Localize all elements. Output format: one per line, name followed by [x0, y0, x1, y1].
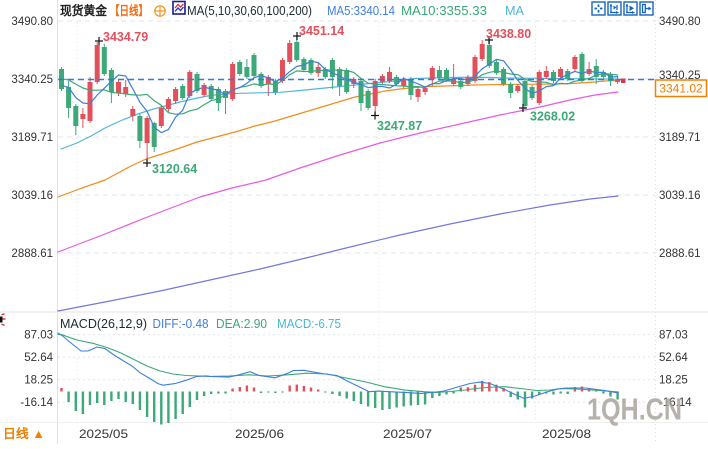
- svg-text:3039.16: 3039.16: [659, 190, 701, 202]
- svg-text:MA(5,10,30,60,100,200): MA(5,10,30,60,100,200): [187, 4, 312, 18]
- svg-text:3340.25: 3340.25: [659, 70, 701, 82]
- svg-text:3490.80: 3490.80: [659, 16, 701, 28]
- svg-text:3120.64: 3120.64: [152, 162, 197, 176]
- svg-text:3247.87: 3247.87: [377, 119, 422, 133]
- svg-text:2025/08: 2025/08: [542, 427, 591, 441]
- svg-text:3341.02: 3341.02: [659, 82, 703, 96]
- svg-text:DEA:2.90: DEA:2.90: [216, 317, 267, 331]
- svg-text:MA5:3340.14: MA5:3340.14: [327, 4, 395, 18]
- svg-text:52.64: 52.64: [659, 352, 688, 364]
- svg-text:MA: MA: [505, 4, 525, 18]
- svg-text:2025/07: 2025/07: [383, 427, 432, 441]
- svg-text:2025/05: 2025/05: [79, 427, 128, 441]
- svg-text:52.64: 52.64: [24, 352, 53, 364]
- svg-text:3438.80: 3438.80: [486, 27, 531, 41]
- svg-text:3434.79: 3434.79: [103, 30, 148, 44]
- svg-text:87.03: 87.03: [24, 330, 53, 342]
- svg-text:18.25: 18.25: [24, 375, 53, 387]
- svg-text:2888.61: 2888.61: [11, 248, 53, 260]
- svg-text:3340.25: 3340.25: [11, 74, 53, 86]
- svg-text:87.03: 87.03: [659, 330, 688, 342]
- svg-text:3451.14: 3451.14: [299, 24, 344, 38]
- svg-text:2025/06: 2025/06: [235, 427, 284, 441]
- svg-text:MACD(26,12,9): MACD(26,12,9): [60, 317, 147, 331]
- svg-text:MA10:3355.33: MA10:3355.33: [401, 4, 487, 18]
- svg-text:DIFF:-0.48: DIFF:-0.48: [153, 317, 209, 331]
- svg-text:3039.16: 3039.16: [11, 190, 53, 202]
- svg-text:3490.80: 3490.80: [11, 16, 53, 28]
- svg-text:18.25: 18.25: [659, 375, 688, 387]
- svg-text:【日线】: 【日线】: [110, 3, 148, 18]
- svg-text:-16.14: -16.14: [20, 397, 53, 409]
- svg-text:日线 ▲: 日线 ▲: [3, 426, 45, 441]
- svg-text:MACD:-6.75: MACD:-6.75: [277, 317, 341, 331]
- svg-text:-16.14: -16.14: [659, 397, 692, 409]
- svg-text:现货黄金: 现货黄金: [60, 3, 107, 18]
- svg-text:3268.02: 3268.02: [530, 110, 575, 124]
- svg-text:1QH.CN: 1QH.CN: [587, 392, 682, 427]
- svg-text:3189.71: 3189.71: [11, 132, 53, 144]
- svg-text:3189.71: 3189.71: [659, 132, 701, 144]
- svg-text:2888.61: 2888.61: [659, 248, 701, 260]
